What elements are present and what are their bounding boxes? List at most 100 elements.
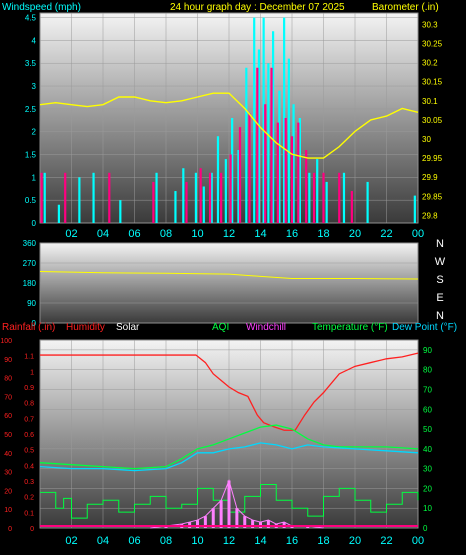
direction-tick-label: 90 bbox=[27, 299, 36, 308]
temp-x-tick-label: 08 bbox=[160, 535, 172, 547]
baro-tick-label: 30.05 bbox=[422, 116, 443, 125]
legend-aqi: AQI bbox=[212, 322, 229, 333]
rain-tick-label: 0.6 bbox=[24, 432, 34, 439]
compass-label: N bbox=[436, 310, 444, 322]
wind-x-tick-label: 20 bbox=[349, 228, 361, 240]
direction-grid bbox=[40, 242, 418, 324]
rain-tick-label: 0.4 bbox=[24, 463, 34, 470]
baro-tick-label: 30 bbox=[422, 135, 431, 144]
humidity-tick-label: 40 bbox=[4, 451, 12, 458]
wind-tick-label: 2 bbox=[32, 128, 37, 137]
compass-label: N bbox=[436, 238, 444, 250]
temp-x-tick-label: 18 bbox=[317, 535, 329, 547]
baro-tick-label: 29.8 bbox=[422, 211, 438, 220]
humidity-tick-label: 10 bbox=[4, 507, 12, 514]
temp-x-tick-label: 20 bbox=[349, 535, 361, 547]
temperature-line bbox=[39, 424, 419, 470]
wind-x-tick-label: 04 bbox=[97, 228, 109, 240]
wind-right-ticks: 29.8 29.85 29.9 29.95 30 30.05 30.1 30.15 30.2 30… bbox=[422, 20, 443, 220]
humidity-tick-label: 90 bbox=[4, 357, 12, 364]
wind-tick-label: 3.5 bbox=[25, 59, 37, 68]
barometer-label: Barometer (.in) bbox=[372, 2, 439, 13]
rain-tick-label: 1.1 bbox=[24, 354, 34, 361]
temp-tick-label: 10 bbox=[423, 504, 432, 513]
compass-label: E bbox=[436, 292, 443, 304]
wind-x-tick-label: 10 bbox=[191, 228, 203, 240]
baro-tick-label: 30.25 bbox=[422, 40, 443, 49]
wind-tick-label: 1.5 bbox=[25, 151, 37, 160]
temp-tick-label: 90 bbox=[423, 346, 432, 355]
humidity-tick-label: 30 bbox=[4, 470, 12, 477]
temp-x-tick-label: 22 bbox=[380, 535, 392, 547]
temp-x-tick-label: 12 bbox=[223, 535, 235, 547]
wind-grid bbox=[40, 13, 419, 224]
legend-humidity: Humidity bbox=[66, 322, 105, 333]
rain-tick-label: 0.1 bbox=[24, 510, 34, 517]
wind-tick-label: 4.5 bbox=[25, 14, 37, 23]
baro-tick-label: 30.2 bbox=[422, 59, 438, 68]
baro-tick-label: 30.15 bbox=[422, 78, 443, 87]
wind-x-tick-label: 06 bbox=[128, 228, 140, 240]
rain-tick-label: 0.8 bbox=[24, 401, 34, 408]
temp-tick-label: 30 bbox=[423, 465, 432, 474]
baro-tick-label: 29.85 bbox=[422, 192, 443, 201]
wind-x-tick-label: 12 bbox=[223, 228, 235, 240]
temp-x-tick-label: 14 bbox=[254, 535, 266, 547]
baro-tick-label: 29.9 bbox=[422, 173, 438, 182]
temp-x-tick-label: 16 bbox=[286, 535, 298, 547]
humidity-tick-label: 50 bbox=[4, 432, 12, 439]
temp-tick-label: 50 bbox=[423, 425, 432, 434]
compass-label: S bbox=[436, 274, 443, 286]
barometer-line bbox=[39, 92, 419, 159]
wind-x-tick-label: 02 bbox=[65, 228, 77, 240]
legend-rainfall: Rainfall (.in) bbox=[2, 322, 55, 333]
humidity-ticks: 0 10 20 30 40 50 60 70 80 90 100 bbox=[0, 338, 12, 533]
direction-series bbox=[39, 270, 419, 280]
wind-tick-label: 1 bbox=[32, 173, 37, 182]
humidity-tick-label: 80 bbox=[4, 376, 12, 383]
legend-temperature: Temperature (°F) bbox=[312, 322, 388, 333]
temp-x-tick-label: 02 bbox=[65, 535, 77, 547]
rain-ticks: 0 0.1 0.2 0.3 0.4 0.5 0.6 0.7 0.8 0.9 1 1.1 bbox=[24, 354, 34, 533]
direction-ticks: 360 270 180 90 0 bbox=[23, 239, 37, 328]
wind-tick-label: 3 bbox=[32, 82, 37, 91]
temp-x-tick-label: 10 bbox=[191, 535, 203, 547]
wind-tick-label: 4 bbox=[32, 36, 37, 45]
wind-series bbox=[39, 17, 419, 223]
solar-line bbox=[150, 478, 324, 529]
wind-tick-label: 2.5 bbox=[25, 105, 37, 114]
temp-tick-label: 80 bbox=[423, 366, 432, 375]
wind-x-tick-label: 18 bbox=[317, 228, 329, 240]
baro-tick-label: 29.95 bbox=[422, 154, 443, 163]
compass-label: W bbox=[435, 256, 446, 268]
temp-x-tick-label: 00 bbox=[412, 535, 424, 547]
direction-tick-label: 0 bbox=[32, 319, 37, 328]
wind-x-tick-label: 08 bbox=[160, 228, 172, 240]
rain-tick-label: 0.9 bbox=[24, 385, 34, 392]
rain-tick-label: 0.2 bbox=[24, 495, 34, 502]
wind-tick-label: 0 bbox=[32, 219, 37, 228]
graph-title: 24 hour graph day : December 07 2025 bbox=[170, 2, 345, 13]
humidity-tick-label: 0 bbox=[8, 526, 12, 533]
legend-solar: Solar bbox=[116, 322, 140, 333]
temp-right-ticks: 0 10 20 30 40 50 60 70 80 90 bbox=[423, 346, 432, 533]
temp-x-tick-label: 06 bbox=[128, 535, 140, 547]
baro-tick-label: 30.3 bbox=[422, 20, 438, 29]
humidity-tick-label: 100 bbox=[0, 338, 12, 345]
wind-left-ticks: 0 0.5 1 1.5 2 2.5 3 3.5 4 4.5 bbox=[25, 14, 37, 228]
direction-tick-label: 270 bbox=[23, 259, 37, 268]
dew-point-line bbox=[39, 442, 419, 472]
direction-line bbox=[39, 270, 419, 280]
wind-x-tick-label: 14 bbox=[254, 228, 266, 240]
rain-tick-label: 0.3 bbox=[24, 479, 34, 486]
baro-tick-label: 30.1 bbox=[422, 97, 438, 106]
wind-x-tick-label: 22 bbox=[380, 228, 392, 240]
temp-tick-label: 70 bbox=[423, 385, 432, 394]
temp-tick-label: 0 bbox=[423, 524, 428, 533]
rain-tick-label: 0.7 bbox=[24, 416, 34, 423]
temp-x-ticks: 02 04 06 08 10 12 14 16 18 20 22 00 bbox=[65, 535, 424, 547]
rain-tick-label: 0 bbox=[30, 526, 34, 533]
temp-tick-label: 20 bbox=[423, 484, 432, 493]
wind-x-tick-label: 16 bbox=[286, 228, 298, 240]
